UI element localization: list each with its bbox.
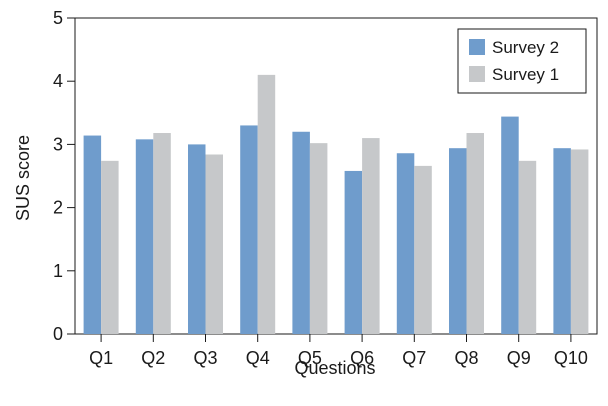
bar-survey-1-q6 [362, 138, 380, 334]
x-axis-title: Questions [294, 358, 375, 378]
x-tick-label-q9: Q9 [507, 348, 531, 368]
y-tick-label-4: 4 [53, 71, 63, 91]
x-tick-label-q6: Q6 [350, 348, 374, 368]
bar-survey-1-q7 [414, 165, 432, 334]
x-tick-label-q5: Q5 [298, 348, 322, 368]
bar-survey-1-q5 [309, 143, 328, 334]
bar-survey-1-q1 [101, 160, 119, 334]
bars-layer [83, 74, 589, 334]
x-tick-label-q7: Q7 [402, 348, 426, 368]
y-tick-label-3: 3 [53, 134, 63, 154]
bar-survey-2-q2 [135, 139, 154, 334]
bar-survey-2-q10 [553, 148, 571, 334]
x-tick-label-q1: Q1 [89, 348, 113, 368]
x-tick-label-q10: Q10 [554, 348, 588, 368]
legend-swatch-survey-2 [469, 39, 485, 55]
y-axis-title: SUS score [13, 135, 33, 221]
x-tick-label-q4: Q4 [246, 348, 270, 368]
bar-survey-1-q9 [518, 160, 537, 334]
bar-survey-2-q7 [396, 153, 415, 334]
x-tick-label-q2: Q2 [141, 348, 165, 368]
y-tick-label-2: 2 [53, 198, 63, 218]
bar-survey-2-q1 [83, 135, 102, 334]
y-tick-label-0: 0 [53, 324, 63, 344]
legend-label-survey-1: Survey 1 [492, 65, 559, 84]
bar-survey-2-q8 [449, 148, 467, 334]
x-tick-label-q8: Q8 [454, 348, 478, 368]
axis-layer: 0 1 2 3 4 5 Q1 Q2 Q3 Q4 Q5 Q6 Q7 Q8 Q9 Q10 [53, 8, 588, 368]
y-tick-label-1: 1 [53, 261, 63, 281]
bar-survey-2-q5 [292, 131, 310, 334]
bar-survey-1-q2 [153, 133, 171, 334]
bar-survey-2-q6 [344, 170, 363, 334]
bar-survey-1-q3 [205, 154, 223, 334]
legend-swatch-survey-1 [469, 66, 485, 82]
bar-survey-1-q10 [570, 149, 589, 334]
bar-survey-2-q3 [188, 144, 206, 334]
x-tick-label-q3: Q3 [193, 348, 217, 368]
bar-survey-1-q4 [257, 74, 276, 334]
legend: Survey 2 Survey 1 [457, 28, 587, 94]
legend-label-survey-2: Survey 2 [492, 38, 559, 57]
bar-survey-2-q4 [240, 125, 258, 334]
bar-survey-1-q8 [466, 133, 484, 334]
bar-survey-2-q9 [501, 116, 519, 334]
y-tick-label-5: 5 [53, 8, 63, 28]
